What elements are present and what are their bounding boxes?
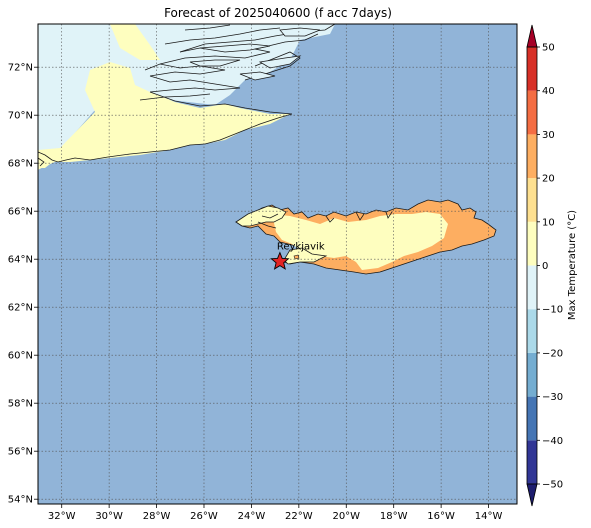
- lon-tick-label: 32°W: [48, 511, 76, 522]
- lon-tick-label: 30°W: [95, 511, 123, 522]
- lat-tick-label: 72°N: [8, 63, 33, 74]
- graticule: [38, 24, 517, 504]
- lon-tick-label: 22°W: [285, 511, 313, 522]
- lon-tick-label: 20°W: [332, 511, 360, 522]
- colorbar-segment: [527, 221, 537, 266]
- city-marker: Reykjavik: [270, 242, 325, 270]
- greenland-coastline: [38, 24, 336, 167]
- lon-tick-label: 14°W: [475, 511, 503, 522]
- lon-tick-label: 24°W: [238, 511, 266, 522]
- colorbar-extend-high: [526, 24, 538, 48]
- lon-tick-label: 18°W: [380, 511, 408, 522]
- colorbar-tick-label: 20: [542, 174, 555, 185]
- colorbar-segment: [527, 90, 537, 135]
- lon-tick-label: 16°W: [427, 511, 455, 522]
- colorbar-tick-label: 0: [542, 261, 548, 272]
- westman-island: [293, 254, 300, 260]
- colorbar-segment: [527, 178, 537, 222]
- colorbar-tick-label: 30: [542, 130, 555, 141]
- colorbar-tick-label: −30: [542, 392, 563, 403]
- reykjavik-star-marker: [270, 251, 290, 270]
- lon-tick-label: 26°W: [190, 511, 218, 522]
- colorbar-segment: [527, 47, 537, 91]
- lat-tick-label: 64°N: [8, 255, 33, 266]
- latitude-ticks: 72°N 70°N 68°N 66°N 64°N 62°N 60°N 58°N 56°N 54°N: [8, 63, 38, 506]
- colorbar-segment: [527, 134, 537, 179]
- lat-tick-label: 70°N: [8, 111, 33, 122]
- lat-tick-label: 66°N: [8, 207, 33, 218]
- lat-tick-label: 68°N: [8, 159, 33, 170]
- colorbar-segment: [527, 440, 537, 484]
- greenland-islands: [189, 27, 321, 81]
- lat-tick-label: 56°N: [8, 447, 33, 458]
- colorbar-extend-low: [526, 483, 538, 507]
- colorbar-segment: [527, 309, 537, 353]
- colorbar: −50 −40 −30 −20 −10 0 10 20 30 40 50: [526, 24, 563, 507]
- iceland-coastline-detail: [257, 211, 393, 229]
- colorbar-tick-label: −10: [542, 305, 563, 316]
- colorbar-tick-label: 40: [542, 86, 555, 97]
- colorbar-segment: [527, 396, 537, 441]
- colorbar-segment: [527, 265, 537, 310]
- lon-tick-label: 28°W: [143, 511, 171, 522]
- greenland-cold-region: [38, 24, 335, 155]
- colorbar-tick-label: 50: [542, 43, 555, 54]
- colorbar-tick-label: −40: [542, 436, 563, 447]
- colorbar-tick-label: −50: [542, 480, 563, 491]
- colorbar-tick-label: −20: [542, 348, 563, 359]
- colorbar-label: Max Temperature (°C): [567, 210, 578, 320]
- lat-tick-label: 62°N: [8, 303, 33, 314]
- lat-tick-label: 54°N: [8, 495, 33, 506]
- reykjavik-label: Reykjavik: [277, 242, 325, 253]
- map-title: Forecast of 2025040600 (f acc 7days): [164, 6, 392, 20]
- colorbar-segment: [527, 352, 537, 397]
- colorbar-tick-label: 10: [542, 217, 555, 228]
- greenland-mild-region: [38, 62, 290, 170]
- lat-tick-label: 58°N: [8, 399, 33, 410]
- longitude-ticks: 32°W 30°W 28°W 26°W 24°W 22°W 20°W 18°W 16°W 14°W: [48, 504, 503, 522]
- greenland-mild-patch: [110, 24, 160, 60]
- map-frame: [37, 23, 518, 505]
- lat-tick-label: 60°N: [8, 351, 33, 362]
- map-area: [38, 24, 517, 504]
